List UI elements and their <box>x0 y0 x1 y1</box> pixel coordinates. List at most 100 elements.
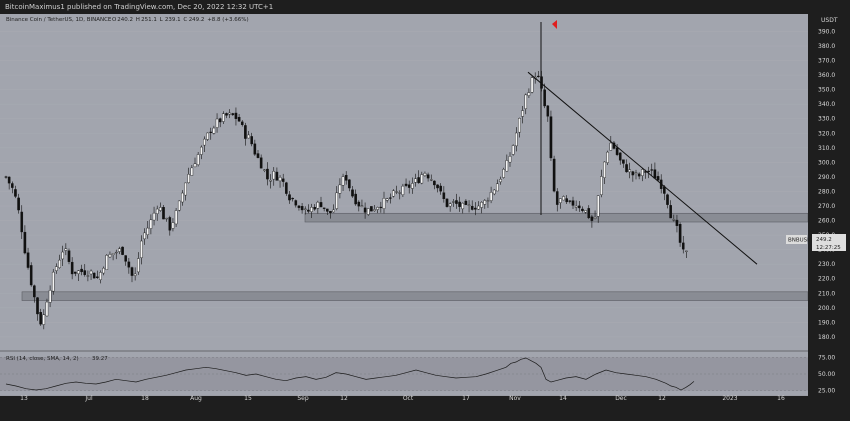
candle-down <box>650 169 654 171</box>
candle-down <box>455 200 458 204</box>
candle-down <box>442 192 446 200</box>
candle-up <box>392 190 395 197</box>
ohlc-field: +8.8 (+3.66%) <box>207 17 248 23</box>
candle-up <box>467 204 471 206</box>
candle-down <box>433 180 436 186</box>
time-tick-label: 12 <box>340 395 348 402</box>
candle-up <box>263 169 266 171</box>
candle-up <box>159 207 162 211</box>
candle-up <box>448 203 452 207</box>
time-tick-label: 15 <box>244 395 252 402</box>
candle-up <box>199 146 203 155</box>
candle-down <box>669 205 672 219</box>
candle-up <box>414 178 417 183</box>
candle-down <box>209 131 213 133</box>
candle-up <box>338 184 342 194</box>
rsi-value: 39.27 <box>92 356 108 362</box>
candle-down <box>445 198 449 207</box>
candle-up <box>423 173 427 176</box>
candle-up <box>341 176 345 186</box>
price-tick-label: 290.0 <box>818 174 835 181</box>
candle-down <box>168 217 172 231</box>
candle-down <box>357 201 361 207</box>
candle-down <box>244 125 247 139</box>
candle-up <box>215 118 219 128</box>
price-tick-label: 320.0 <box>818 130 835 137</box>
candle-down <box>618 152 622 161</box>
candle-up <box>524 94 528 109</box>
candle-down <box>14 189 17 197</box>
time-tick-label: 16 <box>777 395 785 402</box>
candle-down <box>458 201 461 207</box>
candle-up <box>48 290 52 303</box>
candle-up <box>206 132 209 140</box>
price-tick-label: 340.0 <box>818 101 835 108</box>
candle-up <box>685 250 688 252</box>
rsi-tick-label: 75.00 <box>818 354 835 361</box>
candle-up <box>146 227 150 235</box>
ohlc-field: H <box>136 17 140 23</box>
candle-up <box>672 219 676 221</box>
candle-down <box>474 207 477 210</box>
candle-down <box>218 118 222 123</box>
candle-down <box>322 207 326 209</box>
candles <box>4 70 688 330</box>
candle-down <box>26 252 30 268</box>
candle-down <box>234 112 238 119</box>
candle-up <box>102 267 105 274</box>
candle-up <box>89 270 93 275</box>
price-tick-label: 180.0 <box>818 334 835 341</box>
candle-down <box>590 216 594 221</box>
candle-down <box>23 231 27 254</box>
candle-up <box>149 219 153 229</box>
candle-up <box>228 112 231 115</box>
candle-down <box>565 198 568 203</box>
candle-down <box>281 178 285 182</box>
candle-down <box>92 272 96 279</box>
time-tick-label: 13 <box>20 395 28 402</box>
candle-down <box>637 173 641 177</box>
rsi-line <box>5 357 695 391</box>
candle-up <box>152 212 156 221</box>
candle-up <box>508 156 512 163</box>
publisher-line: BitcoinMaximus1 published on TradingView… <box>5 3 274 11</box>
candle-down <box>39 312 42 325</box>
candle-up <box>108 254 112 258</box>
candle-down <box>555 191 559 205</box>
candle-down <box>631 171 635 176</box>
price-tick-label: 350.0 <box>818 87 835 94</box>
candle-down <box>571 200 575 206</box>
currency-label: USDT <box>821 17 838 24</box>
candle-up <box>42 314 46 325</box>
candle-up <box>99 272 102 280</box>
time-tick-label: Dec <box>615 395 627 402</box>
candle-down <box>549 116 553 159</box>
price-tick-label: 230.0 <box>818 261 835 268</box>
candle-up <box>628 169 631 173</box>
lower-support-zone <box>21 291 809 301</box>
candle-up <box>114 251 118 254</box>
publisher-bar: BitcoinMaximus1 published on TradingView… <box>0 0 850 14</box>
price-tick-label: 380.0 <box>818 43 835 50</box>
candle-up <box>181 192 184 203</box>
candle-up <box>316 201 320 209</box>
bar-countdown: 12:27:25 <box>816 245 841 251</box>
candle-down <box>256 153 260 158</box>
candle-up <box>143 232 146 240</box>
candle-up <box>335 192 339 209</box>
candle-up <box>574 205 578 208</box>
red-flag-marker <box>552 20 557 29</box>
price-tick-label: 270.0 <box>818 203 835 210</box>
candle-down <box>622 159 625 164</box>
candle-up <box>272 171 276 180</box>
candle-down <box>675 219 679 226</box>
candle-down <box>647 170 650 173</box>
candle-up <box>187 174 191 183</box>
candle-up <box>395 191 398 193</box>
candle-up <box>515 132 518 147</box>
candle-up <box>606 151 609 163</box>
time-tick-label: Aug <box>190 395 202 402</box>
price-tick-label: 220.0 <box>818 276 835 283</box>
candle-up <box>634 172 638 174</box>
